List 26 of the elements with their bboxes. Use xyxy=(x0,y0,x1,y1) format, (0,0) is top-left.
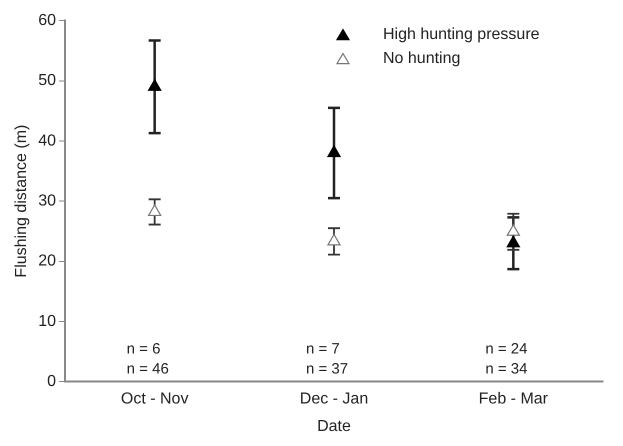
annotation: n = 46 xyxy=(126,360,169,378)
x-tick-label: Dec - Jan xyxy=(300,390,368,408)
y-tick-label: 20 xyxy=(38,252,56,270)
y-tick-label: 10 xyxy=(38,312,56,330)
annotation: n = 6 xyxy=(126,340,160,358)
annotation: n = 37 xyxy=(306,360,348,378)
point xyxy=(327,234,341,246)
y-axis-title: Flushing distance (m) xyxy=(13,124,30,278)
legend-label: High hunting pressure xyxy=(383,26,540,44)
point xyxy=(327,145,341,158)
point xyxy=(148,79,162,91)
y-tick-label: 40 xyxy=(38,132,56,150)
y-tick-label: 50 xyxy=(38,72,56,90)
x-axis-title: Date xyxy=(317,418,351,435)
x-tick-label: Oct - Nov xyxy=(120,390,188,408)
point xyxy=(506,236,520,248)
annotation: n = 24 xyxy=(485,340,528,358)
annotation: n = 34 xyxy=(485,360,528,378)
annotation: n = 7 xyxy=(306,340,340,358)
y-tick-label: 30 xyxy=(38,192,56,210)
point xyxy=(148,204,162,216)
legend-label: No hunting xyxy=(383,50,460,68)
y-tick-label: 60 xyxy=(38,12,56,30)
point xyxy=(506,224,520,236)
y-tick-label: 0 xyxy=(47,373,56,390)
x-tick-label: Feb - Mar xyxy=(478,390,549,408)
